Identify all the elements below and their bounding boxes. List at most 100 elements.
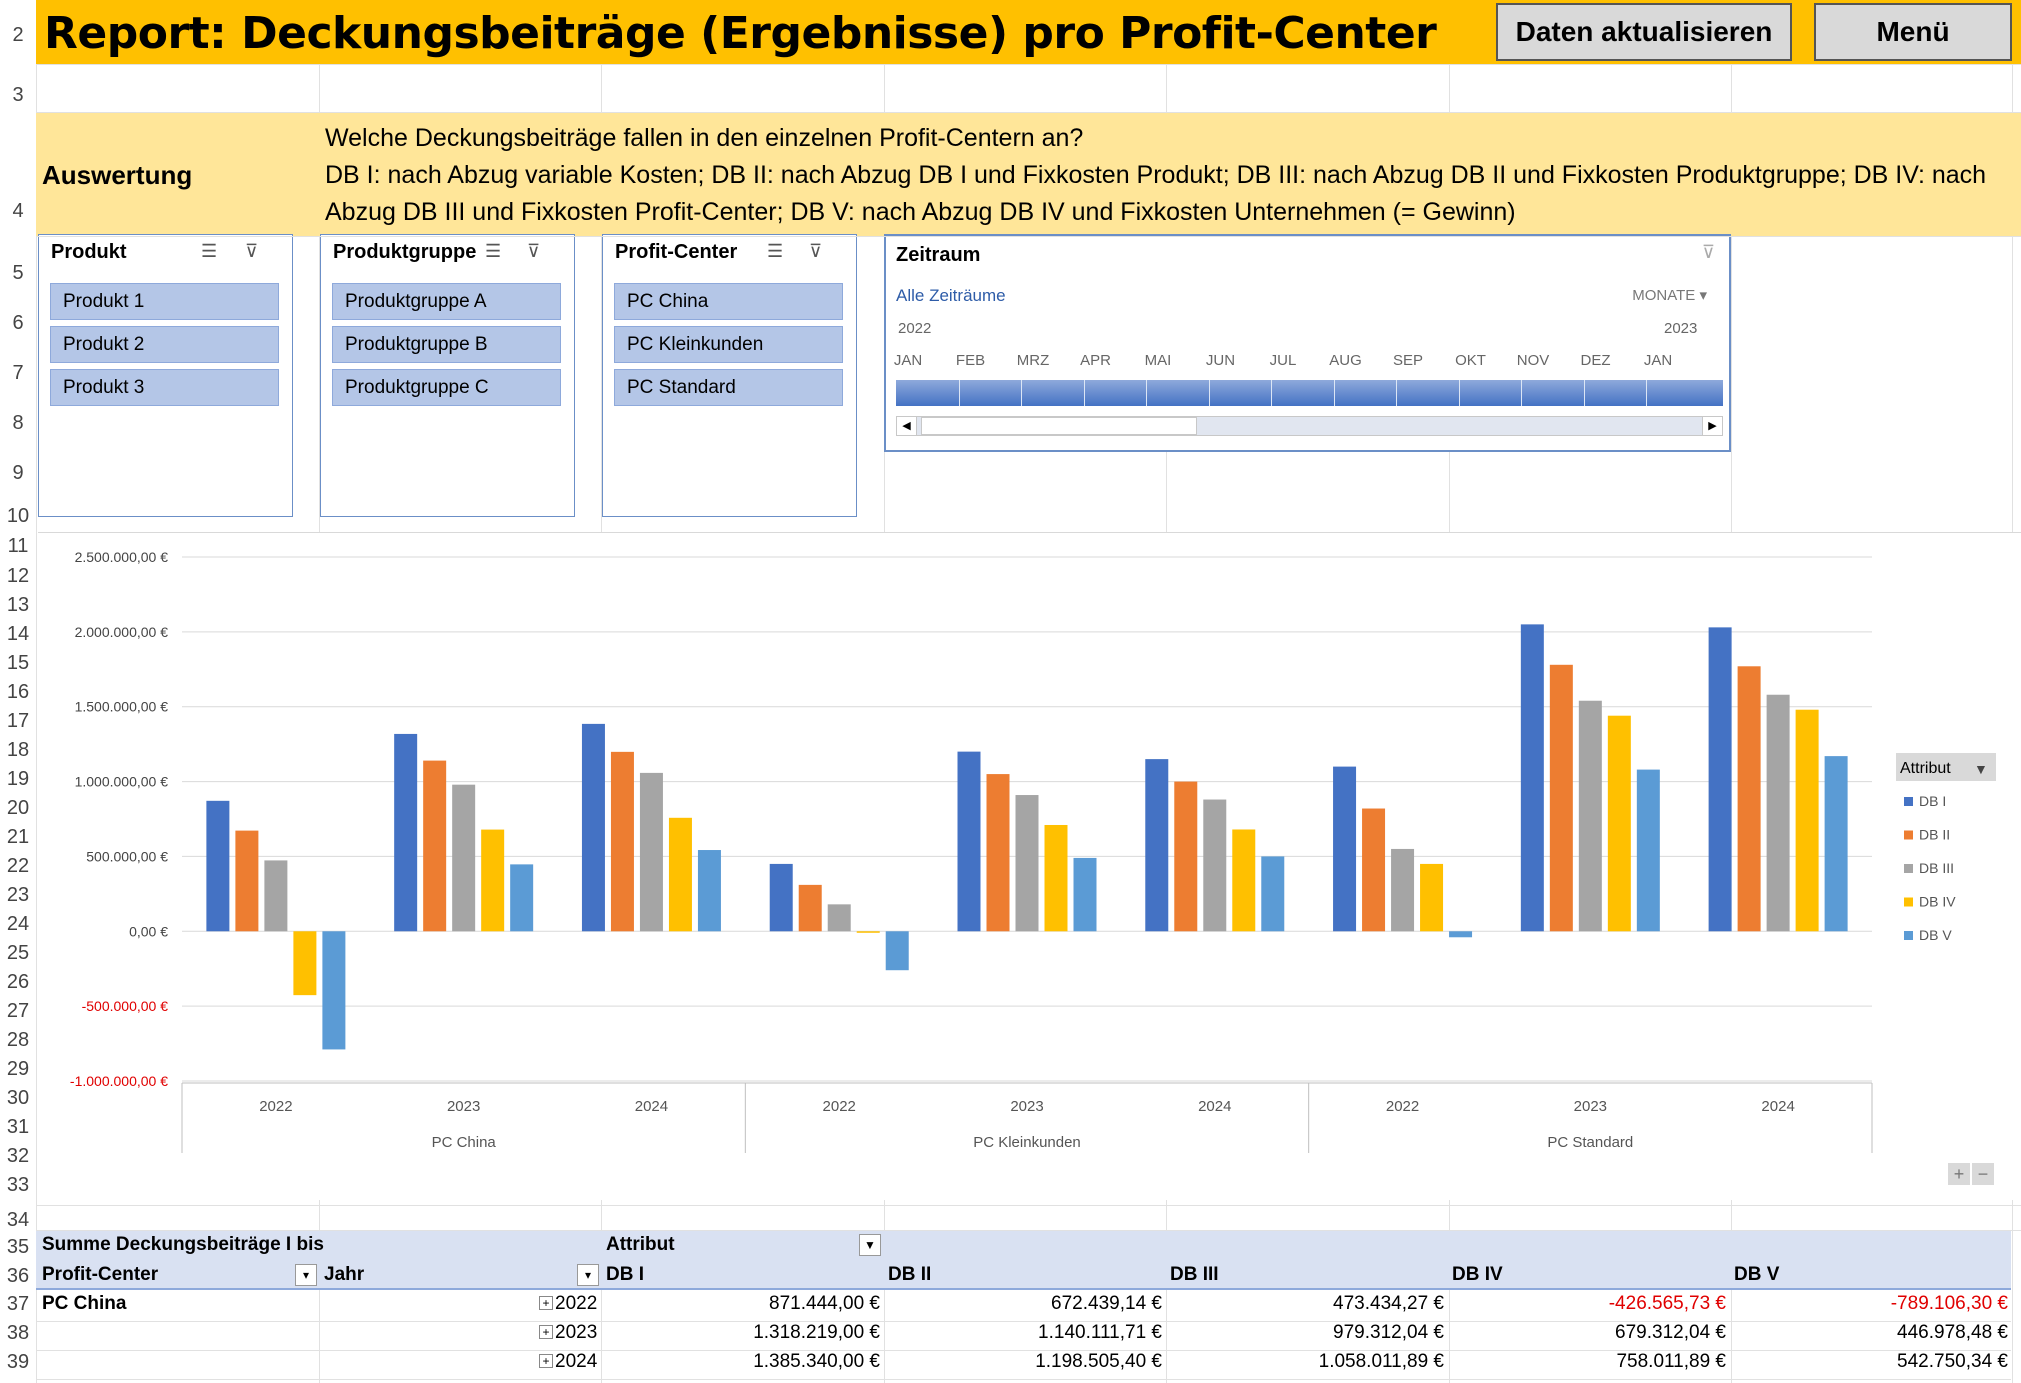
row-number[interactable]: 35 (6, 1236, 30, 1258)
row-number[interactable]: 38 (6, 1322, 30, 1344)
slicer-item[interactable]: PC Standard (614, 369, 843, 406)
timeline-scrollbar[interactable]: ◀ ▶ (896, 416, 1723, 436)
clear-filter-icon[interactable]: ⊽ (1701, 242, 1715, 262)
pivot-value-cell[interactable]: -426.565,73 € (1608, 1293, 1726, 1314)
dropdown-arrow-icon[interactable]: ▾ (295, 1264, 317, 1286)
row-number[interactable]: 18 (6, 739, 30, 761)
row-number[interactable]: 9 (12, 462, 24, 484)
expand-icon[interactable]: + (539, 1296, 553, 1310)
row-number[interactable]: 12 (6, 565, 30, 587)
row-number[interactable]: 37 (6, 1293, 30, 1315)
pivot-value-cell[interactable]: 542.750,34 € (1897, 1351, 2008, 1372)
slicer-item[interactable]: Produkt 2 (50, 326, 279, 363)
clear-filter-icon[interactable]: ⊽ (245, 241, 259, 261)
slicer-item[interactable]: PC Kleinkunden (614, 326, 843, 363)
row-number[interactable]: 36 (6, 1265, 30, 1287)
pivot-value-cell[interactable]: 1.318.219,00 € (753, 1322, 880, 1343)
slicer-item[interactable]: Produktgruppe C (332, 369, 561, 406)
row-number[interactable]: 25 (6, 942, 30, 964)
pivot-value-cell[interactable]: 1.140.111,71 € (1038, 1322, 1162, 1343)
slicer-item[interactable]: Produktgruppe A (332, 283, 561, 320)
collapse-field-button[interactable]: − (1972, 1163, 1994, 1185)
row-number[interactable]: 32 (6, 1145, 30, 1167)
clear-filter-icon[interactable]: ⊽ (527, 241, 541, 261)
pivot-value-cell[interactable]: 672.439,14 € (1051, 1293, 1162, 1314)
bar-db-iv (1795, 709, 1819, 932)
legend-field-button (1896, 753, 1996, 781)
multi-select-icon[interactable]: ☰ (485, 241, 502, 261)
slicer-item[interactable]: Produktgruppe B (332, 326, 561, 363)
pivot-value-cell[interactable]: 1.385.340,00 € (753, 1351, 880, 1372)
row-number[interactable]: 30 (6, 1087, 30, 1109)
row-number[interactable]: 19 (6, 768, 30, 790)
timeline-month: JUL (1269, 352, 1297, 369)
row-number[interactable]: 21 (6, 826, 30, 848)
row-number[interactable]: 2 (12, 24, 24, 46)
row-number[interactable]: 11 (7, 535, 29, 557)
slicer-item[interactable]: Produkt 3 (50, 369, 279, 406)
row-number[interactable]: 26 (6, 971, 30, 993)
menu-button[interactable]: Menü (1814, 3, 2012, 61)
pivot-value-cell[interactable]: 1.198.505,40 € (1035, 1351, 1162, 1372)
pivot-value-cell[interactable]: 758.011,89 € (1616, 1351, 1726, 1372)
row-number[interactable]: 3 (12, 84, 24, 106)
bar-db-iv (1420, 863, 1444, 932)
row-number[interactable]: 28 (6, 1029, 30, 1051)
pivot-value-cell[interactable]: 871.444,00 € (769, 1293, 880, 1314)
pivot-value-cell[interactable]: 679.312,04 € (1615, 1322, 1726, 1343)
row-number[interactable]: 13 (6, 594, 30, 616)
slicer-item[interactable]: Produkt 1 (50, 283, 279, 320)
row-number[interactable]: 31 (6, 1116, 30, 1138)
multi-select-icon[interactable]: ☰ (201, 241, 218, 261)
timeline-level-select[interactable]: MONATE ▾ (1632, 286, 1707, 304)
row-number[interactable]: 22 (6, 855, 30, 877)
info-definition-1: DB I: nach Abzug variable Kosten; DB II:… (325, 161, 1987, 189)
row-number[interactable]: 5 (12, 262, 24, 284)
row-number[interactable]: 14 (6, 623, 30, 645)
scroll-right-icon[interactable]: ▶ (1702, 417, 1722, 435)
row-number[interactable]: 7 (12, 362, 24, 384)
row-number[interactable]: 20 (6, 797, 30, 819)
pivot-value-cell[interactable]: 979.312,04 € (1333, 1322, 1444, 1343)
pivot-value-cell[interactable]: 446.978,48 € (1897, 1322, 2008, 1343)
pivot-chart[interactable]: 2.500.000,00 € 2.000.000,00 € 1.500.000,00… (38, 532, 2021, 1200)
row-number[interactable]: 39 (6, 1351, 30, 1373)
row-number[interactable]: 24 (6, 913, 30, 935)
timeline-month: DEZ (1580, 352, 1611, 369)
bar-db-ii (423, 760, 447, 932)
bar-db-i (581, 723, 605, 932)
row-number[interactable]: 17 (6, 710, 30, 732)
filter-icon[interactable]: ▼ (859, 1234, 881, 1256)
clear-filter-icon[interactable]: ⊽ (809, 241, 823, 261)
multi-select-icon[interactable]: ☰ (767, 241, 784, 261)
row-number[interactable]: 15 (6, 652, 30, 674)
gridline (36, 1230, 2021, 1231)
timeline-divider (1396, 380, 1397, 406)
y-tick-label: -500.000,00 € (82, 998, 169, 1014)
row-number[interactable]: 29 (6, 1058, 30, 1080)
x-tick-label: 2024 (1198, 1098, 1231, 1115)
row-number[interactable]: 34 (6, 1209, 30, 1231)
expand-icon[interactable]: + (539, 1325, 553, 1339)
slicer-item[interactable]: PC China (614, 283, 843, 320)
scroll-left-icon[interactable]: ◀ (897, 417, 917, 435)
dropdown-arrow-icon[interactable]: ▾ (577, 1264, 599, 1286)
pivot-value-cell[interactable]: 1.058.011,89 € (1318, 1351, 1444, 1372)
row-number[interactable]: 16 (6, 681, 30, 703)
scroll-thumb[interactable] (921, 417, 1197, 435)
expand-icon[interactable]: + (539, 1354, 553, 1368)
row-number[interactable]: 23 (6, 884, 30, 906)
timeline-selection-bar[interactable] (896, 380, 1723, 406)
row-number[interactable]: 6 (12, 312, 24, 334)
timeline-divider (1021, 380, 1022, 406)
row-number[interactable]: 10 (6, 505, 30, 527)
row-number[interactable]: 33 (6, 1174, 30, 1196)
pivot-value-cell[interactable]: -789.106,30 € (1890, 1293, 2008, 1314)
row-number[interactable]: 8 (12, 412, 24, 434)
row-number[interactable]: 4 (12, 200, 24, 222)
row-number[interactable]: 27 (6, 1000, 30, 1022)
refresh-data-button[interactable]: Daten aktualisieren (1496, 3, 1792, 61)
expand-field-button[interactable]: + (1948, 1163, 1970, 1185)
pivot-value-cell[interactable]: 473.434,27 € (1333, 1293, 1444, 1314)
timeline-month: MAI (1144, 352, 1172, 369)
